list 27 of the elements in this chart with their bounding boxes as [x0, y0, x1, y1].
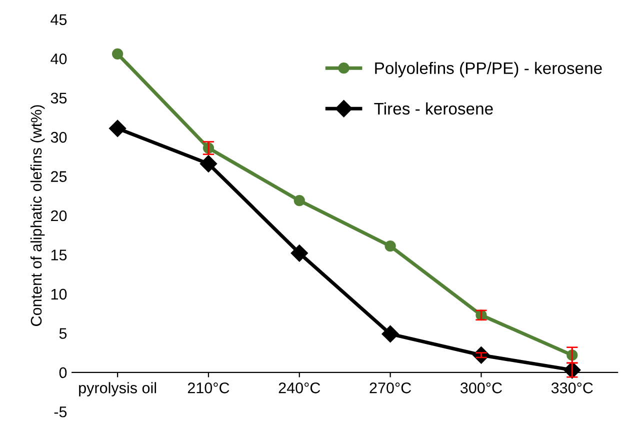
y-tick-label: 40 [50, 53, 67, 64]
point [384, 240, 396, 252]
y-tick-label: 30 [50, 132, 67, 143]
y-tick-label: 35 [50, 92, 67, 104]
y-axis-title: Content of aliphatic olefins (wt%) [30, 105, 45, 326]
x-tick-label: 210°C [188, 382, 230, 394]
x-tick-label: 300°C [460, 382, 502, 394]
y-tick-label: 0 [59, 367, 67, 378]
legend-label: Polyolefins (PP/PE) - kerosene [375, 62, 602, 78]
y-tick-label: -5 [54, 406, 67, 418]
x-tick-label: pyrolysis oil [79, 382, 156, 396]
y-tick-label: 5 [59, 328, 67, 339]
point [294, 195, 305, 206]
point [200, 155, 218, 172]
y-tick-label: 25 [51, 171, 67, 182]
point [382, 325, 399, 342]
legend-label: Tires - kerosene [374, 102, 493, 115]
y-tick-label: 15 [51, 250, 67, 260]
point [109, 120, 126, 137]
x-tick-label: 270°C [370, 382, 412, 394]
point [290, 244, 308, 262]
y-tick-label: 20 [51, 210, 67, 222]
y-tick-label: 10 [51, 288, 67, 300]
y-tick-label: 45 [50, 14, 67, 26]
point [112, 48, 124, 60]
x-tick-label: 330°C [551, 382, 593, 394]
x-tick-label: 240°C [278, 382, 320, 394]
